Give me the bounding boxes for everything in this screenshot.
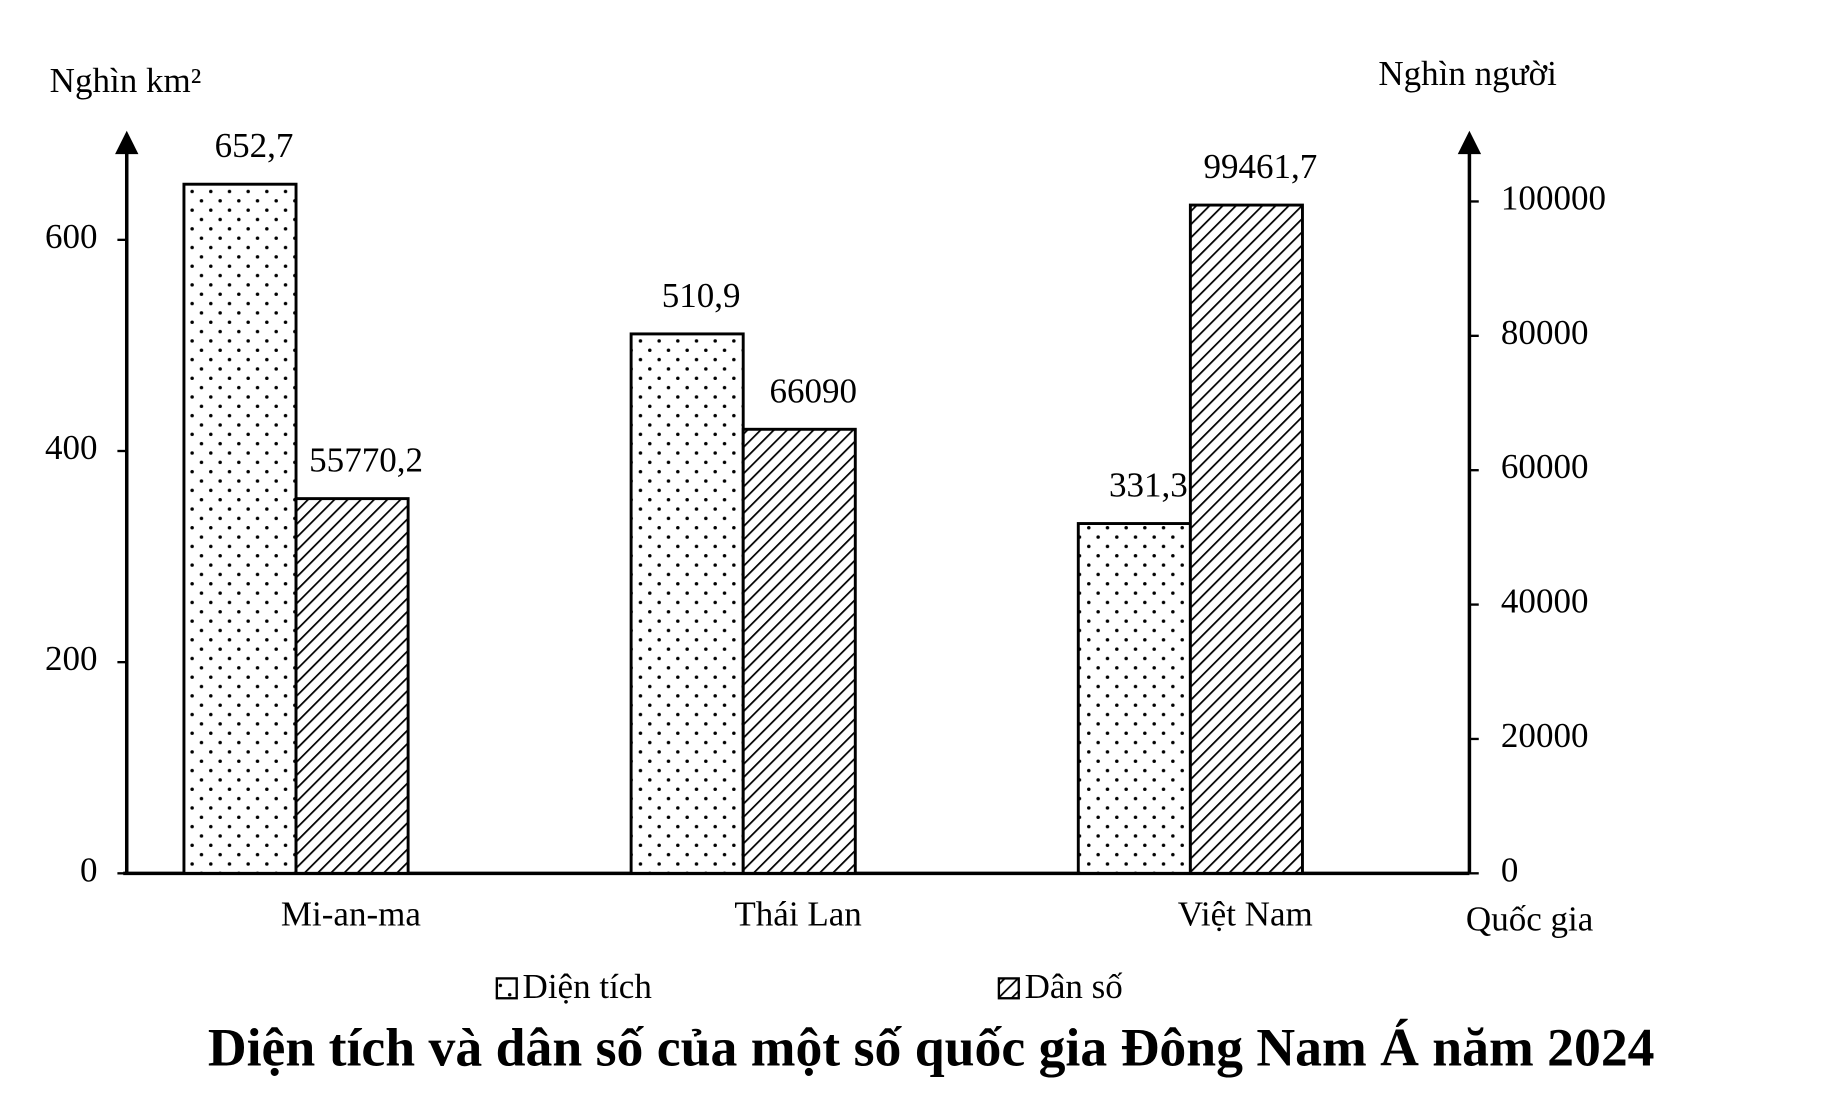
y2-tick-label: 0 bbox=[1501, 850, 1519, 889]
y2-axis-label: Nghìn người bbox=[1378, 54, 1557, 93]
y-tick-label: 400 bbox=[45, 428, 98, 467]
bar bbox=[741, 427, 857, 875]
legend-swatch bbox=[495, 977, 518, 1000]
legend-label: Dân số bbox=[1025, 967, 1123, 1006]
y2-tick-label: 20000 bbox=[1501, 716, 1589, 755]
bar bbox=[1076, 522, 1192, 875]
value-label: 510,9 bbox=[662, 276, 741, 315]
x-tick-label: Mi-an-ma bbox=[281, 895, 421, 934]
value-label: 331,3 bbox=[1109, 466, 1188, 505]
y2-tick-label: 60000 bbox=[1501, 447, 1589, 486]
x-tick-label: Thái Lan bbox=[734, 895, 861, 934]
bar bbox=[294, 497, 410, 875]
y-tick-label: 0 bbox=[80, 850, 98, 889]
bar bbox=[182, 182, 298, 875]
y2-tick-label: 40000 bbox=[1501, 582, 1589, 621]
value-label: 66090 bbox=[769, 371, 857, 410]
y-axis-arrow bbox=[115, 130, 139, 155]
bar bbox=[1188, 203, 1304, 875]
y-axis-label: Nghìn km² bbox=[50, 61, 202, 100]
bar bbox=[629, 332, 745, 875]
value-label: 55770,2 bbox=[309, 441, 423, 480]
y2-tick-label: 100000 bbox=[1501, 178, 1606, 217]
y2-tick-label: 80000 bbox=[1501, 313, 1589, 352]
y-tick-label: 600 bbox=[45, 217, 98, 256]
value-label: 99461,7 bbox=[1204, 147, 1318, 186]
value-label: 652,7 bbox=[215, 126, 294, 165]
x-tick-label: Việt Nam bbox=[1178, 895, 1313, 934]
y2-axis-arrow bbox=[1457, 130, 1482, 155]
chart-title: Diện tích và dân số của một số quốc gia … bbox=[208, 1017, 1655, 1077]
y-tick-label: 200 bbox=[45, 639, 98, 678]
legend-label: Diện tích bbox=[523, 967, 653, 1006]
legend-swatch bbox=[997, 977, 1020, 1000]
x-axis-label: Quốc gia bbox=[1466, 899, 1594, 938]
